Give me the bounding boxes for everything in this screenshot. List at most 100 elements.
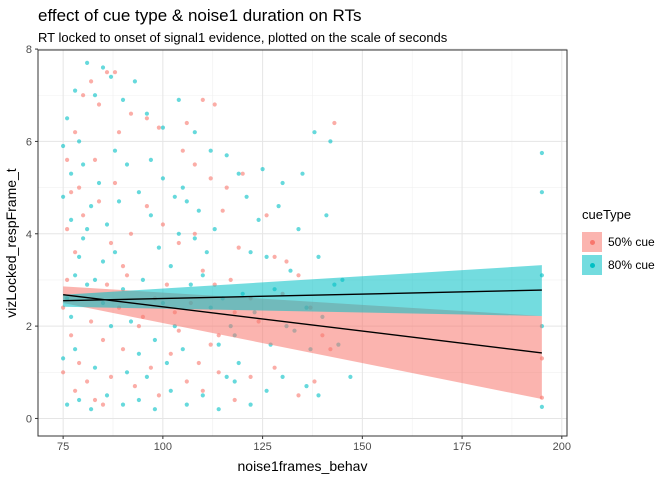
point-80-cue: [116, 199, 122, 204]
point-50-cue: [332, 120, 337, 126]
point-50-cue: [108, 240, 114, 246]
point-80-cue: [100, 259, 106, 264]
point-50-cue: [92, 397, 98, 403]
point-80-cue: [200, 273, 205, 278]
point-80-cue: [89, 407, 94, 412]
point-50-cue: [220, 208, 225, 213]
x-tick-label: 175: [453, 441, 471, 453]
point-50-cue: [148, 365, 153, 370]
point-80-cue: [152, 337, 157, 343]
point-80-cue: [244, 194, 249, 199]
point-50-cue: [224, 185, 229, 190]
point-80-cue: [136, 190, 141, 195]
point-80-cue: [180, 347, 185, 352]
ci-ribbon-50-cue: [63, 286, 542, 400]
point-80-cue: [69, 314, 74, 319]
point-80-cue: [236, 360, 241, 366]
point-50-cue: [65, 227, 70, 232]
point-80-cue: [296, 227, 301, 232]
point-50-cue: [100, 402, 106, 407]
point-80-cue: [124, 162, 130, 167]
point-50-cue: [120, 347, 126, 352]
point-50-cue: [196, 360, 201, 366]
point-80-cue: [316, 254, 321, 259]
point-80-cue: [148, 213, 153, 218]
point-80-cue: [112, 148, 118, 153]
point-80-cue: [65, 116, 70, 121]
point-80-cue: [92, 365, 98, 370]
point-80-cue: [69, 171, 74, 176]
point-50-cue: [100, 337, 106, 343]
y-tick-label: 8: [26, 44, 32, 56]
point-50-cue: [200, 268, 205, 273]
x-tick-label: 125: [253, 441, 271, 453]
point-50-cue: [156, 125, 161, 130]
legend-title: cueType: [582, 207, 632, 222]
point-50-cue: [296, 393, 301, 398]
point-50-cue: [104, 282, 110, 287]
point-80-cue: [73, 88, 78, 93]
point-50-cue: [77, 360, 82, 366]
point-80-cue: [539, 190, 545, 195]
point-80-cue: [168, 388, 173, 393]
point-50-cue: [104, 70, 110, 75]
point-80-cue: [216, 407, 221, 412]
point-50-cue: [192, 162, 197, 167]
point-80-cue: [188, 282, 193, 287]
point-80-cue: [212, 227, 217, 232]
point-50-cue: [69, 190, 74, 195]
legend: cueType 50% cue 80% cue: [582, 207, 655, 276]
point-80-cue: [324, 213, 329, 218]
point-50-cue: [96, 199, 102, 204]
point-80-cue: [73, 347, 78, 352]
point-50-cue: [228, 277, 233, 282]
point-80-cue: [316, 393, 321, 398]
point-80-cue: [61, 356, 66, 361]
chart-title: effect of cue type & noise1 duration on …: [38, 6, 362, 25]
point-80-cue: [65, 402, 70, 407]
point-80-cue: [77, 254, 82, 259]
point-80-cue: [104, 393, 110, 398]
point-80-cue: [108, 324, 114, 329]
point-80-cue: [184, 199, 189, 204]
point-80-cue: [136, 351, 141, 356]
point-80-cue: [92, 277, 98, 282]
point-80-cue: [92, 93, 98, 98]
point-50-cue: [168, 351, 173, 356]
ci-ribbon-80-cue: [63, 265, 542, 316]
point-80-cue: [304, 384, 309, 389]
point-50-cue: [272, 254, 277, 259]
chart-subtitle: RT locked to onset of signal1 evidence, …: [38, 30, 448, 45]
point-50-cue: [264, 213, 269, 218]
legend-key-80: [582, 254, 602, 275]
point-50-cue: [65, 277, 70, 282]
point-80-cue: [348, 374, 353, 379]
point-80-cue: [264, 254, 269, 259]
point-50-cue: [89, 79, 94, 84]
y-tick-label: 4: [26, 229, 32, 241]
legend-label-80: 80% cue: [608, 257, 655, 272]
y-tick-label: 6: [26, 136, 32, 148]
point-50-cue: [236, 245, 241, 250]
point-50-cue: [77, 185, 82, 190]
point-80-cue: [192, 236, 197, 241]
x-tick-label: 150: [353, 441, 371, 453]
point-80-cue: [224, 374, 229, 379]
x-tick-label: 100: [154, 441, 172, 453]
point-80-cue: [168, 264, 173, 269]
point-50-cue: [232, 397, 237, 403]
point-80-cue: [248, 402, 253, 407]
fit-line-50-cue: [63, 294, 542, 354]
point-80-cue: [276, 204, 281, 209]
point-50-cue: [200, 388, 205, 393]
point-50-cue: [92, 157, 98, 162]
point-50-cue: [164, 282, 169, 287]
y-tick-label: 2: [26, 321, 32, 333]
point-50-cue: [81, 213, 86, 218]
point-80-cue: [85, 227, 90, 232]
point-50-cue: [132, 384, 137, 389]
point-80-cue: [216, 342, 221, 347]
point-50-cue: [89, 319, 94, 324]
point-80-cue: [208, 148, 213, 153]
point-80-cue: [152, 407, 157, 412]
